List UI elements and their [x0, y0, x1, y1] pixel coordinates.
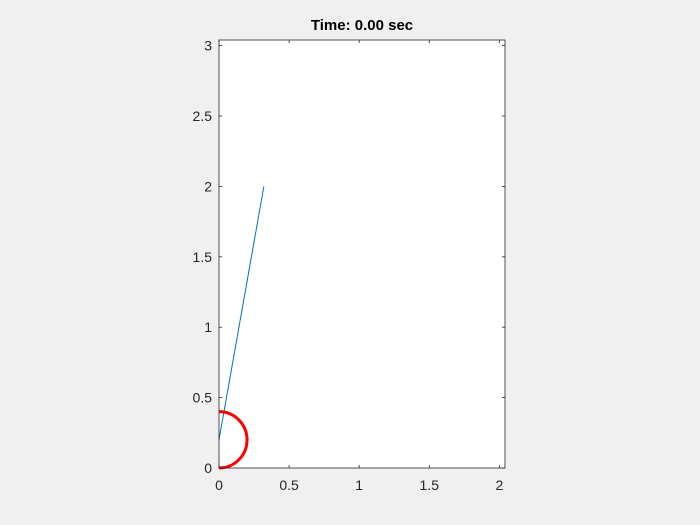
y-tick-label: 2.5: [193, 108, 213, 124]
axes-background: [219, 40, 505, 468]
pendulum-rod-line: [218, 186, 265, 440]
y-tick-label: 3: [204, 38, 212, 54]
y-tick-label: 0.5: [193, 390, 213, 406]
x-tick-label: 0.5: [279, 477, 299, 493]
plot-series: [218, 186, 265, 470]
x-tick-label: 0: [215, 477, 223, 493]
y-tick-label: 1: [204, 319, 212, 335]
red-circle-arc: [218, 410, 249, 470]
axes-box: [218, 39, 506, 469]
x-tick-label: 2: [495, 477, 503, 493]
x-axis-ticks: 0 0.5 1 1.5 2: [215, 40, 503, 493]
y-tick-label: 0: [204, 460, 212, 476]
x-tick-label: 1.5: [420, 477, 440, 493]
y-tick-label: 2: [204, 178, 212, 194]
axes-title: Time: 0.00 sec: [311, 17, 413, 34]
y-axis-ticks: 0 0.5 1 1.5 2 2.5 3: [193, 38, 505, 476]
x-tick-label: 1: [355, 477, 363, 493]
y-tick-label: 1.5: [193, 249, 213, 265]
